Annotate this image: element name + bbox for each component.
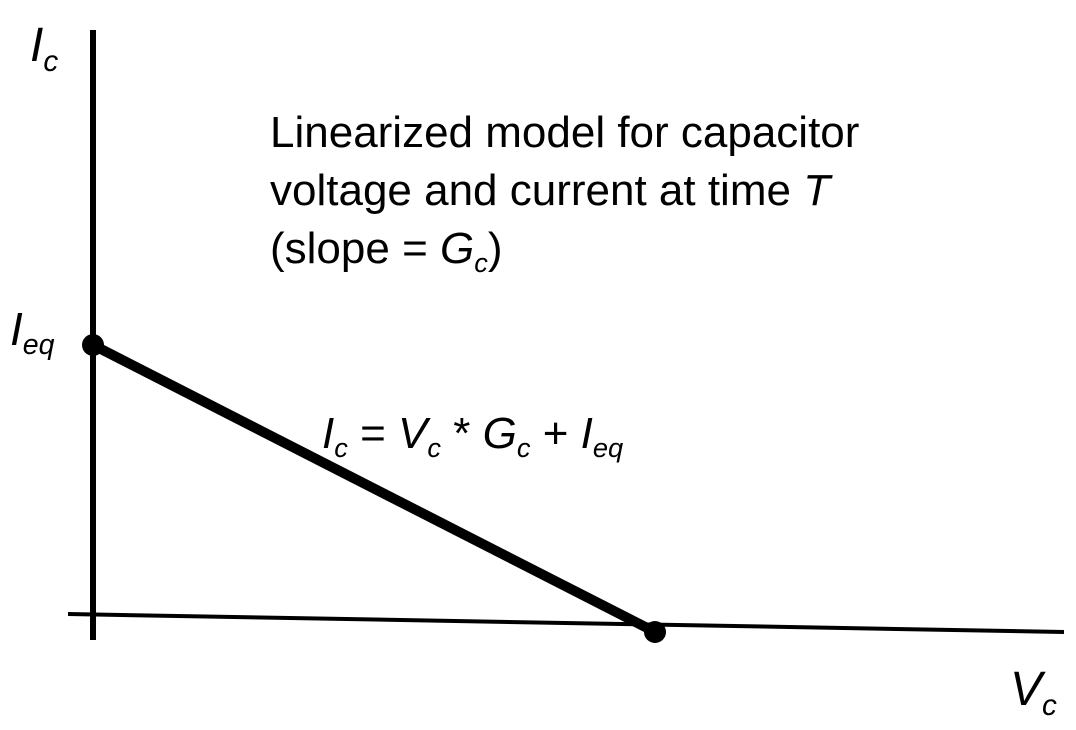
equation-lhs-sub: c (334, 431, 348, 463)
intercept-point (82, 334, 104, 356)
equation-g-sub: c (516, 431, 531, 463)
caption-line-3-prefix: (slope = (270, 224, 440, 273)
equation-v-sub: c (427, 431, 442, 463)
equation-lhs-var: I (322, 409, 335, 458)
x-axis-label: Vc (1010, 663, 1057, 720)
x-axis-label-var: V (1010, 663, 1043, 716)
y-axis-label-var: I (30, 19, 44, 72)
caption: Linearized model for capacitor voltage a… (270, 104, 859, 283)
caption-time-var: T (803, 166, 831, 215)
y-axis-label-sub: c (43, 44, 59, 78)
equation-i-var: I (580, 409, 593, 458)
equation-times: * (441, 409, 483, 458)
x-axis (67, 612, 1065, 634)
y-axis-label: Ic (30, 19, 58, 76)
caption-line-1: Linearized model for capacitor (270, 108, 860, 157)
linearized-model-line (88, 340, 660, 637)
caption-slope-var: G (439, 224, 475, 273)
intercept-label-var: I (10, 303, 23, 355)
model-equation: Ic = Vc * Gc + Ieq (322, 409, 623, 461)
caption-line-2-text: voltage and current at time (270, 166, 804, 215)
equation-g-var: G (482, 409, 517, 458)
caption-line-3-suffix: ) (487, 224, 503, 273)
caption-line-2: voltage and current at time T (270, 162, 859, 220)
x-intercept-point (644, 621, 666, 643)
equation-i-sub: eq (592, 431, 624, 463)
caption-line-3: (slope = Gc) (270, 220, 859, 283)
equation-v-var: V (398, 409, 428, 458)
intercept-label-sub: eq (22, 329, 55, 362)
x-axis-label-sub: c (1042, 688, 1057, 722)
intercept-label: Ieq (10, 303, 55, 359)
equation-plus: + (530, 409, 581, 458)
caption-slope-sub: c (474, 246, 488, 278)
equation-equals: = (347, 409, 399, 458)
